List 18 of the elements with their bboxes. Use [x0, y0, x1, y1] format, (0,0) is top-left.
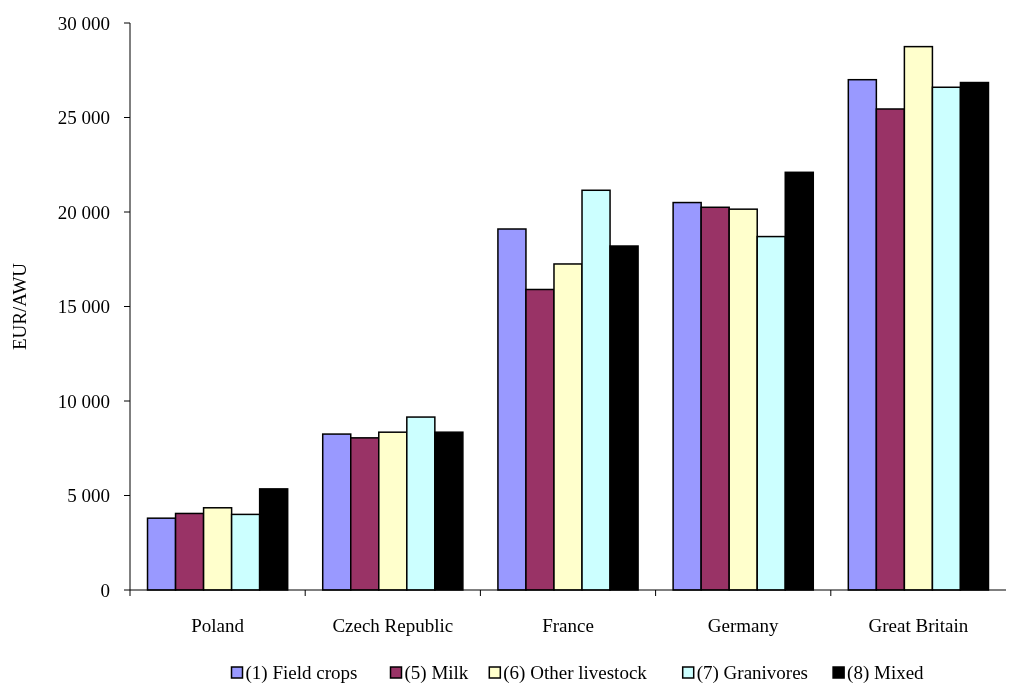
y-axis-title: EUR/AWU: [9, 262, 30, 351]
y-tick-label: 25 000: [57, 107, 110, 129]
legend-label: (7) Granivores: [696, 662, 809, 684]
y-tick-label: 0: [100, 579, 110, 601]
x-tick-label: France: [542, 615, 594, 636]
x-tick-label: Poland: [191, 615, 245, 636]
y-tick-label: 20 000: [57, 201, 110, 223]
legend-label: (6) Other livestock: [503, 662, 648, 684]
legend-label: (8) Mixed: [847, 662, 925, 684]
legend-label: (5) Milk: [404, 662, 469, 684]
x-tick-label: Czech Republic: [332, 615, 454, 636]
y-tick-label: 5 000: [67, 485, 110, 507]
x-tick-label: Great Britain: [868, 615, 969, 636]
y-tick-label: 10 000: [57, 390, 110, 412]
legend-label: (1) Field crops: [245, 662, 358, 684]
x-tick-label: Germany: [707, 615, 780, 636]
y-tick-label: 30 000: [57, 12, 110, 34]
y-tick-label: 15 000: [57, 296, 110, 318]
